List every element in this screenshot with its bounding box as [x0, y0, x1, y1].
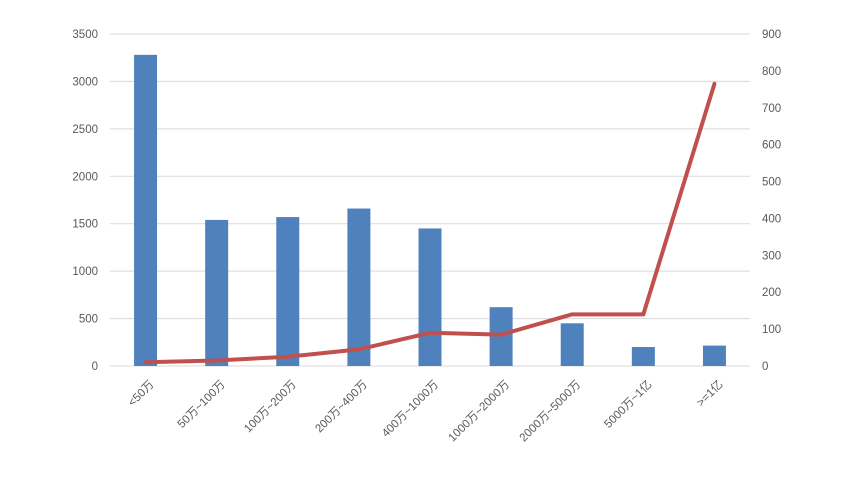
bar-2	[205, 219, 229, 366]
left-axis-tick-label: 2500	[72, 124, 98, 136]
bar-9	[702, 345, 726, 366]
bar-7	[560, 323, 584, 366]
left-axis-tick-label: 1500	[72, 219, 98, 231]
left-axis-tick-label: 3500	[72, 29, 98, 41]
bar-5	[418, 228, 442, 366]
right-axis-tick-label: 400	[762, 213, 781, 225]
right-axis-tick-label: 100	[762, 324, 781, 336]
right-axis-tick-label: 500	[762, 177, 781, 189]
right-axis-tick-label: 300	[762, 250, 781, 262]
right-axis-tick-label: 800	[762, 66, 781, 78]
right-axis-tick-label: 900	[762, 29, 781, 41]
bar-4	[347, 208, 371, 366]
trend-line	[143, 81, 717, 365]
right-axis-tick-label: 600	[762, 140, 781, 152]
left-axis-tick-label: 1000	[72, 266, 98, 278]
left-axis-tick-label: 3000	[72, 76, 98, 88]
right-axis-tick-label: 200	[762, 287, 781, 299]
bar-1	[134, 54, 158, 367]
left-axis-tick-label: 2000	[72, 171, 98, 183]
left-axis-tick-label: 0	[92, 361, 98, 373]
left-axis-tick-label: 500	[79, 314, 98, 326]
right-axis-tick-label: 700	[762, 103, 781, 115]
bar-3	[276, 217, 300, 366]
bar-8	[631, 347, 655, 366]
right-axis-tick-label: 0	[762, 361, 768, 373]
